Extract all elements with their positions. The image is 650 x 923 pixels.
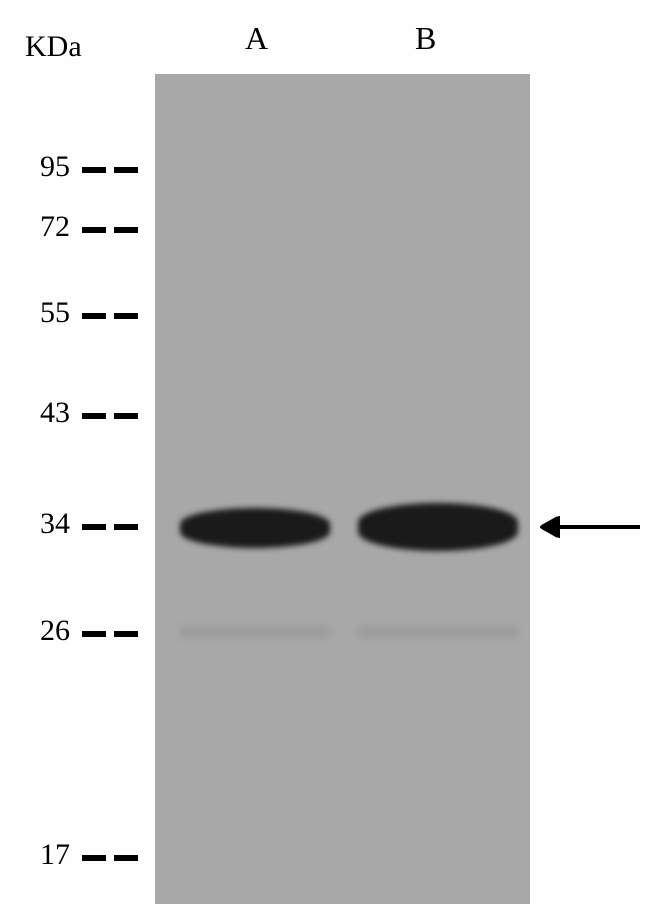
marker-label-43: 43 [20, 396, 70, 430]
marker-label-55: 55 [20, 296, 70, 330]
marker-tick [82, 313, 106, 319]
marker-tick [114, 167, 138, 173]
marker-tick [82, 631, 106, 637]
marker-tick [114, 631, 138, 637]
arrow-left-icon [540, 516, 560, 538]
band-lane-a [180, 508, 330, 548]
lane-label-b: B [415, 20, 436, 57]
band-lane-b [358, 503, 518, 551]
marker-tick [82, 524, 106, 530]
gel-membrane [155, 74, 530, 904]
marker-label-26: 26 [20, 614, 70, 648]
marker-tick [114, 855, 138, 861]
marker-tick [114, 313, 138, 319]
marker-label-17: 17 [20, 838, 70, 872]
lane-label-a: A [245, 20, 268, 57]
unit-label: KDa [25, 30, 82, 64]
marker-tick [82, 855, 106, 861]
marker-tick [114, 524, 138, 530]
arrow-indicator-head [540, 516, 560, 543]
marker-tick [82, 227, 106, 233]
faint-band-a [180, 626, 330, 638]
marker-label-95: 95 [20, 150, 70, 184]
arrow-indicator-line [555, 525, 640, 529]
marker-tick [114, 227, 138, 233]
marker-tick [114, 413, 138, 419]
western-blot-figure: KDa A B 95 72 55 43 34 26 17 [0, 0, 650, 923]
marker-tick [82, 413, 106, 419]
marker-label-72: 72 [20, 210, 70, 244]
marker-label-34: 34 [20, 507, 70, 541]
faint-band-b [358, 626, 518, 638]
marker-tick [82, 167, 106, 173]
